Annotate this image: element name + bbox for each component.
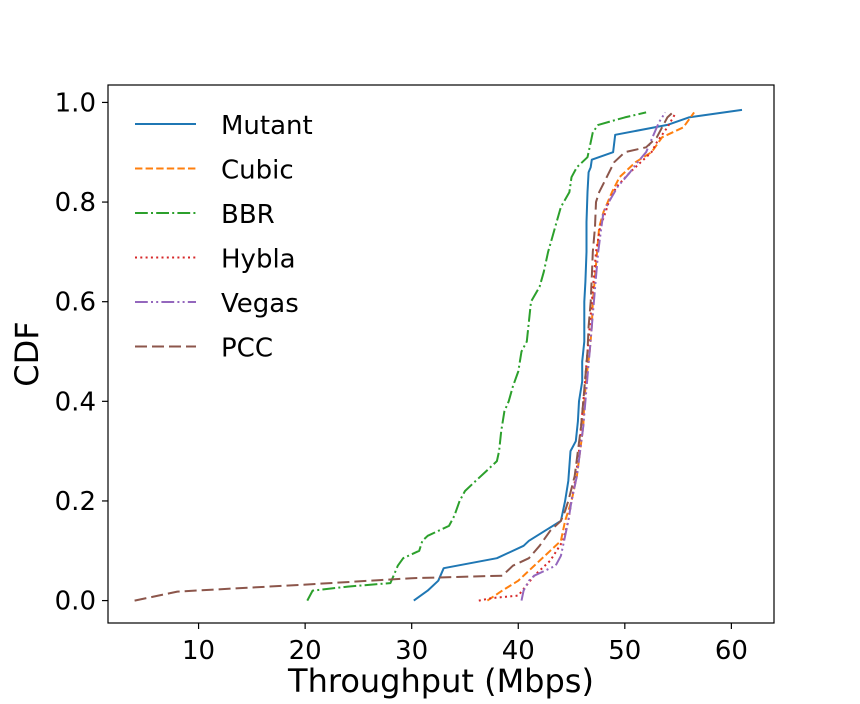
- series-line-pcc: [134, 111, 674, 602]
- y-tick-label: 0.0: [55, 587, 96, 617]
- legend-label-bbr: BBR: [221, 200, 275, 230]
- legend: Mutant Cubic BBR Hybla Vegas PCC: [135, 111, 313, 364]
- axes-frame: [107, 84, 775, 624]
- series-line-mutant: [413, 108, 743, 602]
- series-line-vegas: [520, 111, 667, 601]
- y-tick-label: 0.6: [55, 288, 96, 318]
- x-tick-label: 10: [182, 636, 215, 666]
- x-tick-label: 30: [395, 636, 428, 666]
- y-axis-ticks: 0.0 0.2 0.4 0.6 0.8 1.0: [55, 88, 108, 617]
- plot-area: [134, 108, 743, 602]
- x-tick-label: 40: [502, 636, 535, 666]
- legend-label-cubic: Cubic: [221, 156, 294, 186]
- x-tick-label: 20: [289, 636, 322, 666]
- y-tick-label: 0.4: [55, 387, 96, 417]
- legend-label-pcc: PCC: [221, 334, 273, 364]
- x-tick-label: 50: [608, 636, 641, 666]
- y-tick-label: 0.8: [55, 188, 96, 218]
- y-tick-label: 0.2: [55, 487, 96, 517]
- legend-label-hybla: Hybla: [221, 245, 296, 275]
- x-axis-label: Throughput (Mbps): [287, 662, 594, 700]
- series-line-bbr: [306, 111, 647, 602]
- y-tick-label: 1.0: [55, 88, 96, 118]
- y-axis-label: CDF: [8, 321, 46, 386]
- x-tick-label: 60: [715, 636, 748, 666]
- x-axis-ticks: 10 20 30 40 50 60: [182, 623, 748, 666]
- legend-label-mutant: Mutant: [221, 111, 313, 141]
- legend-label-vegas: Vegas: [221, 289, 299, 319]
